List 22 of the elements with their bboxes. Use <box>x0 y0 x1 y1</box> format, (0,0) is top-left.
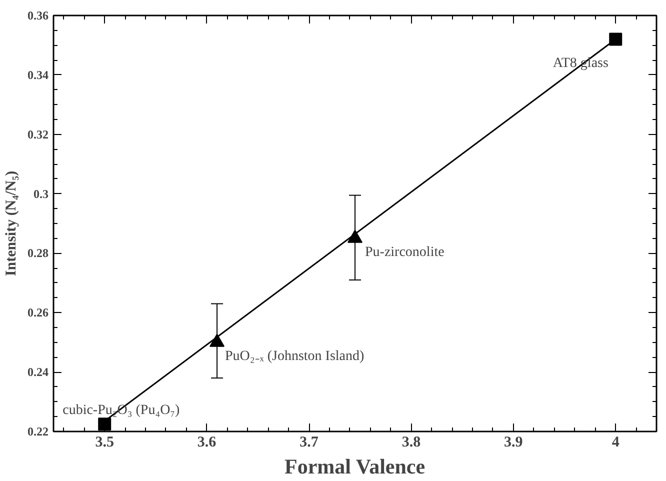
y-axis-title: Intensity (N₄/N₅) <box>4 170 20 276</box>
annotation: Pu-zirconolite <box>365 244 444 260</box>
y-tick-label: 0.36 <box>28 8 48 22</box>
point <box>609 32 622 46</box>
x-tick-label: 3.6 <box>197 434 217 450</box>
x-tick-label: 3.9 <box>504 434 523 450</box>
y-tick-label: 0.28 <box>28 246 48 260</box>
y-tick-label: 0.26 <box>28 306 48 320</box>
x-tick-label: 3.8 <box>402 434 421 450</box>
annotation: AT8 glass <box>552 56 608 71</box>
annotation: PuO₂₋ₓ (Johnston Island) <box>225 348 365 364</box>
point <box>210 334 225 347</box>
x-tick-label: 4 <box>612 434 620 450</box>
x-tick-label: 3.7 <box>300 434 319 450</box>
y-tick-label: 0.24 <box>28 365 48 380</box>
y-tick-label: 0.34 <box>28 68 48 82</box>
x-tick-label: 3.5 <box>95 434 114 450</box>
y-tick-label: 0.3 <box>34 186 48 201</box>
point <box>348 230 362 243</box>
y-tick-label: 0.32 <box>28 127 48 142</box>
y-tick-label: 0.22 <box>28 424 48 438</box>
x-axis-title: Formal Valence <box>284 454 426 478</box>
